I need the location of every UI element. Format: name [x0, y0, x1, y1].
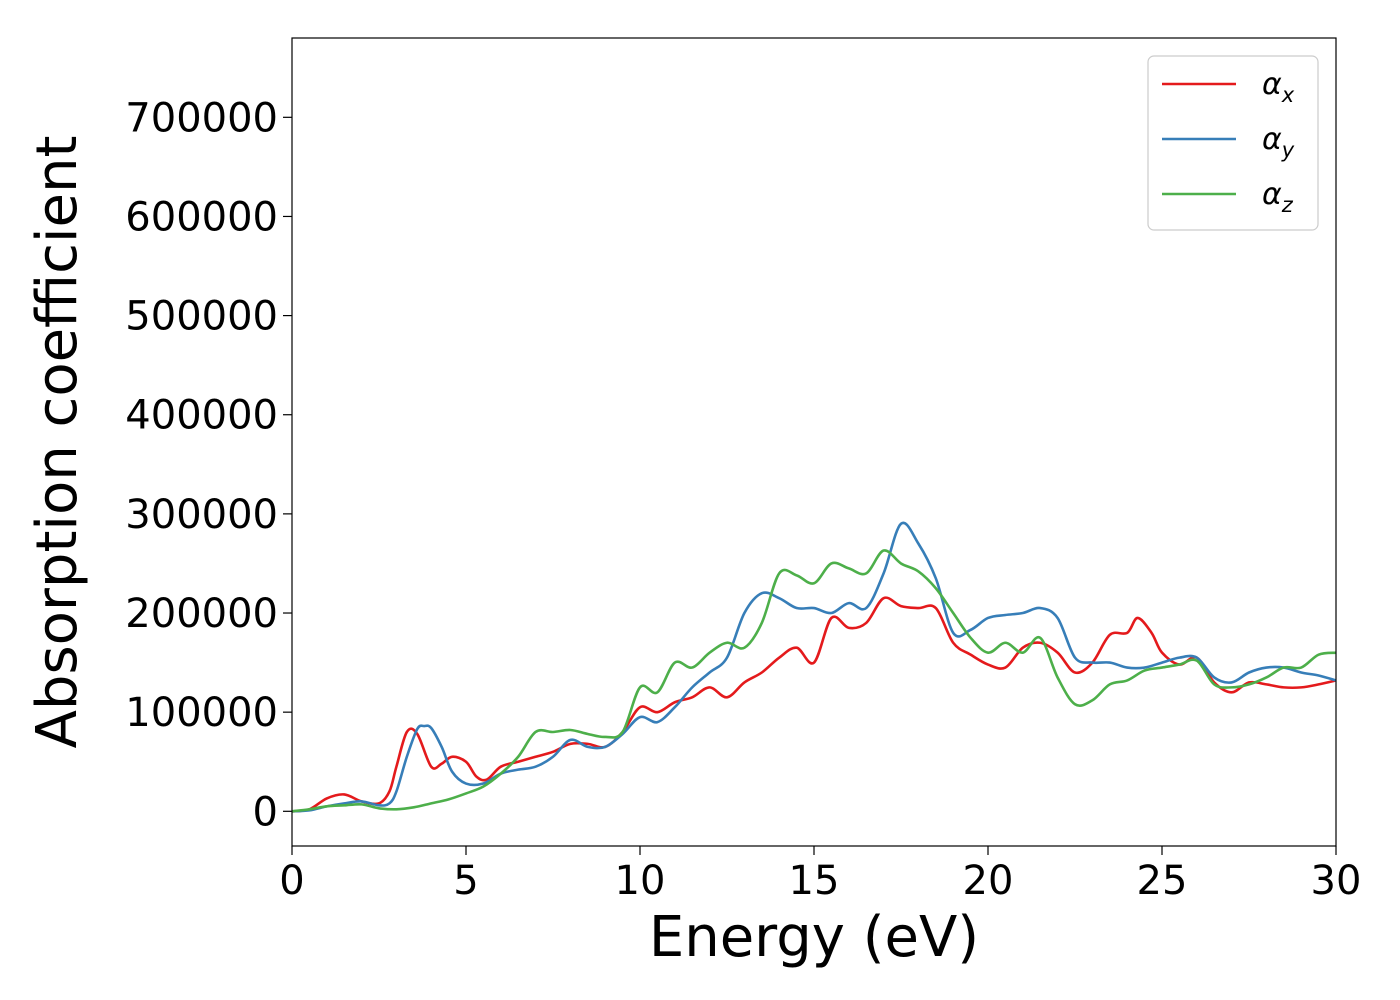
y-axis-title: Absorption coefficient: [25, 136, 90, 749]
y-tick-label: 700000: [125, 95, 278, 141]
y-axis: 0 100000 200000 300000 400000 500000 600000 700…: [125, 95, 292, 835]
legend-label-z: αz: [1262, 177, 1294, 217]
legend-label-base: α: [1262, 122, 1282, 157]
y-tick-label: 300000: [125, 492, 278, 538]
series-line-x: [292, 596, 1336, 813]
y-tick-label: 0: [253, 789, 278, 835]
legend-label-x: αx: [1262, 67, 1295, 107]
x-tick-label: 0: [279, 858, 304, 904]
x-axis: 0 5 10 15 20 25 30: [279, 846, 1361, 904]
y-tick-label: 600000: [125, 194, 278, 240]
legend-box: [1147, 55, 1319, 231]
x-tick-label: 5: [453, 858, 478, 904]
y-tick-label: 200000: [125, 591, 278, 637]
x-tick-label: 15: [789, 858, 840, 904]
series-line-y: [292, 521, 1336, 813]
legend-label-base: α: [1262, 67, 1282, 102]
y-tick-label: 100000: [125, 690, 278, 736]
y-tick-label: 400000: [125, 393, 278, 439]
legend-label-subscript: y: [1281, 138, 1295, 162]
x-tick-label: 30: [1311, 858, 1362, 904]
series-line-z: [292, 549, 1336, 813]
legend-label-subscript: z: [1281, 193, 1294, 217]
x-tick-label: 20: [963, 858, 1014, 904]
x-tick-label: 10: [615, 858, 666, 904]
y-tick-label: 500000: [125, 294, 278, 340]
x-tick-label: 25: [1137, 858, 1188, 904]
legend-label-y: αy: [1262, 122, 1295, 162]
x-axis-title: Energy (eV): [649, 905, 979, 970]
series-layer: [292, 521, 1336, 813]
legend-label-base: α: [1262, 177, 1282, 212]
legend-label-subscript: x: [1281, 83, 1295, 107]
